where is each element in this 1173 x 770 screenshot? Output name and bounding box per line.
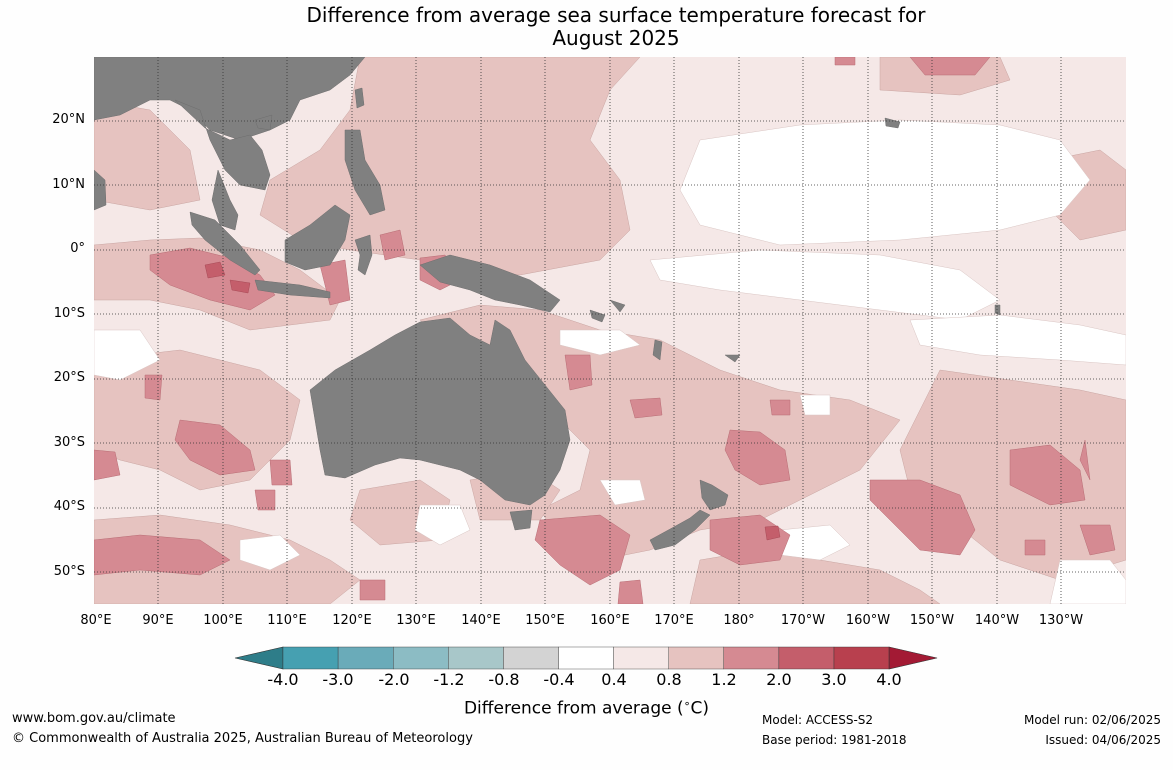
lon-label: 180° [723, 613, 755, 628]
colorbar-tick: -0.8 [488, 670, 520, 689]
lat-label: 50°S [53, 564, 85, 579]
lon-label: 160°E [590, 613, 630, 628]
nz-north-island [699, 479, 729, 511]
sulawesi [354, 234, 373, 276]
title-line-1: Difference from average sea surface temp… [306, 3, 926, 27]
colorbar-tick: -1.2 [433, 670, 465, 689]
lon-label: 140°E [461, 613, 501, 628]
anomaly-near-zero [94, 119, 1126, 604]
colorbar-tick: 2.0 [766, 670, 792, 689]
colorbar-tick: -0.4 [543, 670, 575, 689]
lon-label: 90°E [142, 613, 174, 628]
lat-label: 0° [70, 241, 85, 256]
lon-label: 130°W [1038, 613, 1084, 628]
colorbar-bin [558, 646, 614, 670]
indochina [174, 99, 271, 191]
colorbar-tick: -4.0 [267, 670, 299, 689]
colorbar-title-text: Difference from average ( [463, 698, 684, 719]
borneo [284, 204, 351, 271]
model-name: Model: ACCESS-S2 [762, 713, 874, 727]
colorbar-extend-high [888, 646, 938, 670]
australia [309, 317, 571, 506]
lat-label: 20°S [53, 370, 85, 385]
lon-label: 120°E [332, 613, 372, 628]
lon-label: 130°E [396, 613, 436, 628]
taiwan [354, 87, 365, 109]
model-run: Model run: 02/06/2025 [1023, 713, 1161, 727]
colorbar-bin [448, 646, 504, 670]
nz-south-island [649, 509, 711, 551]
malay-peninsula [211, 169, 239, 231]
new-guinea [419, 254, 561, 313]
lat-label: 40°S [53, 499, 85, 514]
lon-label: 150°W [909, 613, 955, 628]
colorbar-tick: 1.2 [711, 670, 737, 689]
lon-label: 140°W [974, 613, 1020, 628]
lat-label: 30°S [53, 435, 85, 450]
lon-label: 170°E [654, 613, 694, 628]
lon-label: 80°E [80, 613, 112, 628]
colorbar-extend-low [234, 646, 284, 670]
title-line-2: August 2025 [552, 26, 680, 50]
colorbar-tick: 4.0 [876, 670, 902, 689]
degree-symbol: ∘ [683, 697, 691, 710]
colorbar [234, 646, 938, 670]
lat-label: 10°S [53, 306, 85, 321]
india-tip [94, 169, 107, 211]
lat-label: 10°N [52, 177, 85, 192]
colorbar-bin [723, 646, 780, 670]
lon-label: 160°W [845, 613, 891, 628]
colorbar-title: Difference from average (∘C) [0, 697, 1173, 719]
map-field [94, 57, 1126, 604]
colorbar-tick: 0.8 [656, 670, 682, 689]
lat-label: 20°N [52, 112, 85, 127]
colorbar-bin [668, 646, 725, 670]
base-period: Base period: 1981-2018 [762, 733, 907, 747]
website-link[interactable]: www.bom.gov.au/climate [12, 711, 176, 726]
colorbar-bin [833, 646, 890, 670]
issued-date: Issued: 04/06/2025 [1045, 733, 1161, 747]
colorbar-unit: C) [690, 698, 710, 719]
java [254, 279, 331, 299]
tasmania [509, 509, 533, 531]
colorbar-bin [613, 646, 669, 670]
colorbar-tick: 3.0 [821, 670, 847, 689]
lon-label: 110°E [267, 613, 307, 628]
colorbar-bin [503, 646, 559, 670]
graticule [94, 57, 1126, 604]
map-title: Difference from average sea surface temp… [0, 4, 1173, 50]
colorbar-bin [778, 646, 835, 670]
land [94, 57, 1001, 551]
colorbar-bin [337, 646, 394, 670]
colorbar-bin [282, 646, 339, 670]
lon-label: 150°E [525, 613, 565, 628]
colorbar-tick: -3.0 [322, 670, 354, 689]
colorbar-tick: 0.4 [601, 670, 627, 689]
colorbar-bin [393, 646, 449, 670]
anomaly-2.0-3.0 [204, 261, 781, 541]
lon-label: 100°E [203, 613, 243, 628]
copyright-text: © Commonwealth of Australia 2025, Austra… [12, 731, 473, 746]
colorbar-tick: -2.0 [378, 670, 410, 689]
lon-label: 170°W [780, 613, 826, 628]
philippines [344, 129, 386, 216]
